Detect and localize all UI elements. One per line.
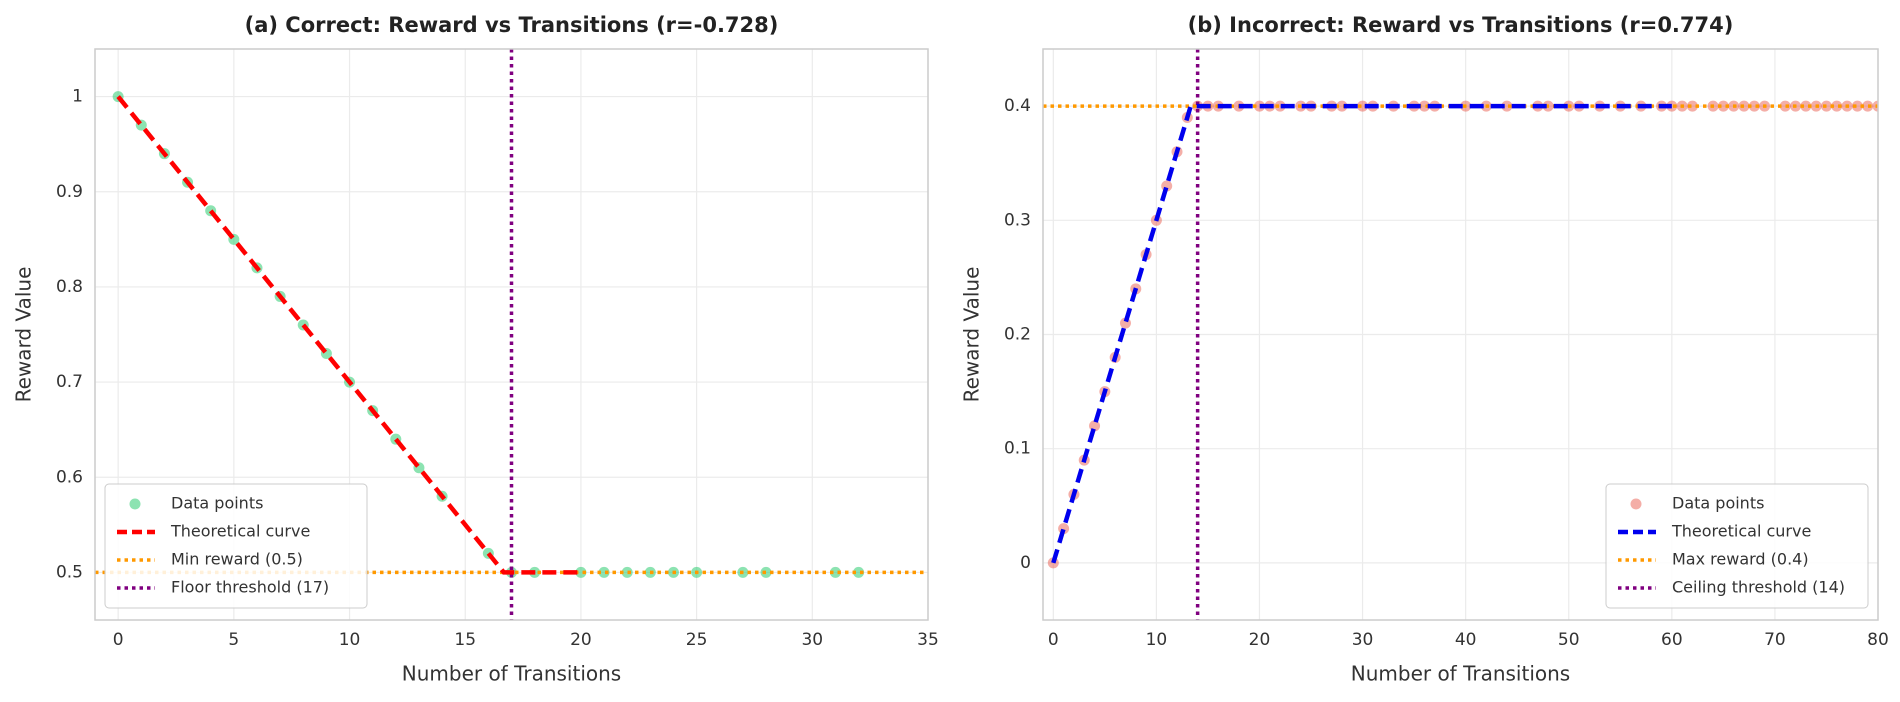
y-axis-label: Reward Value [12,267,36,403]
data-point [1686,100,1698,112]
y-tick-label: 0 [1020,553,1031,573]
x-tick-label: 20 [1249,630,1271,650]
legend-label: Theoretical curve [1671,522,1811,541]
x-tick-label: 30 [1352,630,1374,650]
y-tick-label: 1 [72,87,83,107]
x-axis-label: Number of Transitions [402,662,621,686]
x-tick-label: 5 [228,630,239,650]
y-tick-label: 0.9 [56,182,83,202]
legend-label: Ceiling threshold (14) [1672,578,1845,597]
y-tick-label: 0.1 [1004,439,1031,459]
chart-title: (b) Incorrect: Reward vs Transitions (r=… [1188,13,1734,37]
data-point [1501,100,1513,112]
data-point [1862,100,1874,112]
data-point [1336,100,1348,112]
data-point [1418,100,1430,112]
data-point [1274,100,1286,112]
data-point [621,566,633,578]
data-point [1748,100,1760,112]
x-tick-label: 80 [1867,630,1889,650]
plot-layer [95,49,928,620]
y-tick-label: 0.7 [56,372,83,392]
x-tick-label: 35 [917,630,939,650]
data-point [1357,100,1369,112]
legend-label: Min reward (0.5) [171,550,303,569]
x-axis-label: Number of Transitions [1351,662,1570,686]
y-axis-label: Reward Value [960,267,984,403]
x-tick-label: 0 [113,630,124,650]
x-tick-label: 20 [570,630,592,650]
legend-marker [1630,498,1642,510]
data-point [760,566,772,578]
legend-label: Theoretical curve [170,522,310,541]
data-point [1253,100,1265,112]
x-tick-label: 25 [686,630,708,650]
data-point [1851,100,1863,112]
y-tick-label: 0.8 [56,277,83,297]
x-tick-label: 10 [1146,630,1168,650]
y-tick-label: 0.6 [56,467,83,487]
legend-label: Floor threshold (17) [171,578,329,597]
y-tick-label: 0.3 [1004,210,1031,230]
y-tick-label: 0.2 [1004,325,1031,345]
data-point [1779,100,1791,112]
x-tick-label: 30 [801,630,823,650]
x-tick-label: 15 [454,630,476,650]
plot-frame [94,48,929,621]
data-point [1872,100,1878,112]
data-point [598,566,610,578]
legend-label: Max reward (0.4) [1672,550,1809,569]
chart-title: (a) Correct: Reward vs Transitions (r=-0… [245,13,779,37]
legend-box [1605,483,1869,609]
x-tick-label: 60 [1661,630,1683,650]
data-point [829,566,841,578]
x-tick-label: 40 [1455,630,1477,650]
theoretical-curve [116,95,581,575]
legend-label: Data points [171,494,263,513]
data-point [1800,100,1812,112]
x-tick-label: 70 [1764,630,1786,650]
data-point [575,566,587,578]
theoretical-curve [1051,103,1672,564]
y-tick-label: 0.5 [56,562,83,582]
data-point [1831,100,1843,112]
x-tick-label: 10 [339,630,361,650]
legend-box [104,483,368,609]
plot-frame [1042,48,1879,621]
x-tick-label: 50 [1558,630,1580,650]
x-tick-label: 0 [1048,630,1059,650]
legend-marker [129,498,141,510]
data-point [1717,100,1729,112]
legend-label: Data points [1672,494,1764,513]
y-tick-label: 0.4 [1004,96,1031,116]
plot-layer [1043,49,1878,620]
data-point [853,566,865,578]
